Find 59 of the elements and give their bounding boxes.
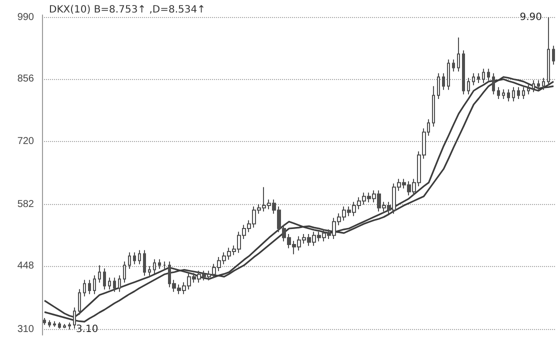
candlestick: [482, 68, 485, 84]
candlestick: [163, 261, 166, 270]
candlestick: [123, 261, 126, 284]
y-tick-label: 310: [17, 324, 34, 335]
candlestick: [442, 72, 445, 90]
candlestick: [143, 250, 146, 276]
candlestick: [512, 86, 515, 102]
candlestick: [78, 288, 81, 316]
candlestick: [118, 274, 121, 292]
annotation: 3.10: [76, 324, 98, 335]
candlestick: [88, 279, 91, 295]
candlestick: [138, 250, 141, 265]
candlestick: [497, 86, 500, 100]
candlestick: [457, 36, 460, 72]
candlestick: [532, 80, 535, 93]
candlestick: [432, 86, 435, 128]
candlestick: [542, 77, 545, 90]
candlestick: [128, 252, 131, 270]
candlestick: [537, 80, 540, 90]
candlestick: [477, 72, 480, 84]
candlestick: [492, 72, 495, 95]
y-tick-label: 990: [17, 12, 34, 23]
candlestick: [158, 258, 161, 270]
annotation: 9.90: [520, 12, 542, 23]
candlestick: [552, 45, 555, 66]
y-tick-label: 582: [17, 199, 34, 210]
candlestick: [43, 318, 46, 326]
candlestick: [48, 320, 51, 328]
candlestick: [437, 72, 440, 100]
candlestick: [522, 86, 525, 100]
y-tick-label: 856: [17, 73, 34, 84]
candlestick: [467, 77, 470, 95]
candlestick: [502, 88, 505, 100]
candlestick: [472, 72, 475, 86]
candlestick: [98, 264, 101, 284]
candlestick: [73, 306, 76, 330]
candlestick: [93, 274, 96, 295]
candlestick: [148, 266, 151, 276]
candlestick: [527, 84, 530, 95]
candlestick: [68, 322, 71, 330]
chart-title: DKX(10) B=8.753↑ ,D=8.534↑: [49, 4, 206, 16]
candlestick: [462, 50, 465, 95]
candlestick: [83, 279, 86, 297]
candlestick: [103, 268, 106, 290]
candlestick: [63, 323, 66, 329]
candlestick: [447, 59, 450, 90]
candlestick: [133, 252, 136, 265]
candlestick: [153, 258, 156, 274]
candlestick: [53, 320, 56, 328]
candlestick: [108, 277, 111, 290]
candlestick: [547, 16, 550, 86]
candlestick: [517, 86, 520, 100]
candlestick: [58, 322, 61, 330]
candlestick: [113, 277, 116, 292]
candlestick: [452, 59, 455, 72]
y-tick-label: 448: [17, 260, 34, 272]
candlestick: [487, 68, 490, 82]
y-tick-label: 720: [17, 136, 34, 147]
candlestick: [507, 88, 510, 102]
